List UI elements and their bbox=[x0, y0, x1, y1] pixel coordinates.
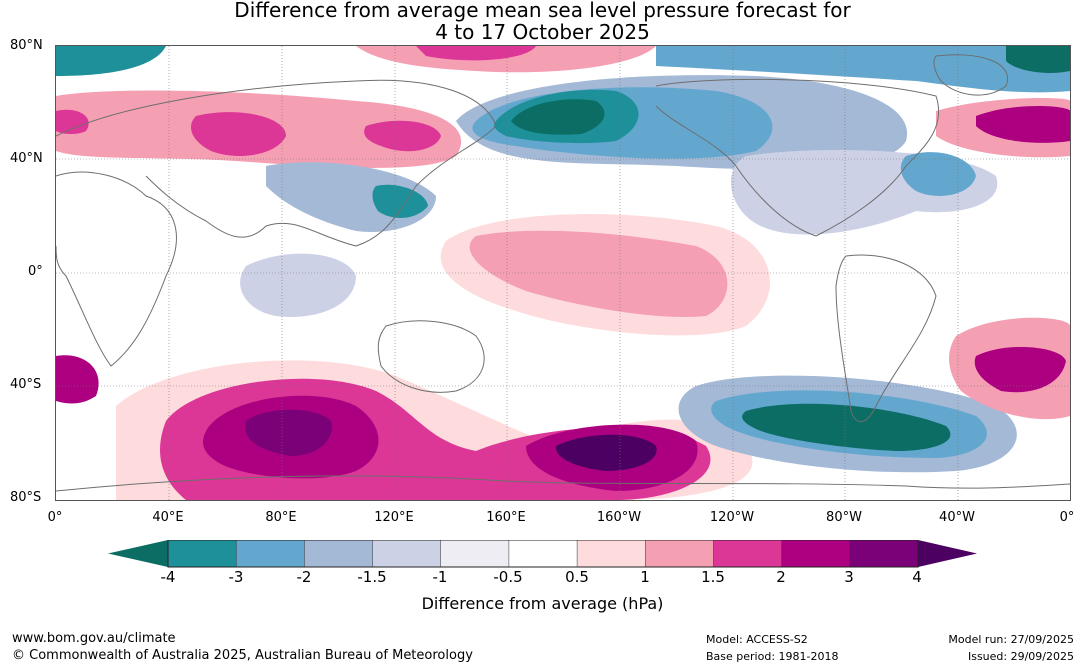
colorbar-tick: -3 bbox=[228, 568, 244, 586]
lon-label-80w: 80°W bbox=[826, 510, 862, 525]
lat-label-80s: 80°S bbox=[10, 490, 42, 505]
colorbar-cell bbox=[167, 540, 237, 568]
lon-label-40w: 40°W bbox=[939, 510, 975, 525]
southern-indian-high-core bbox=[245, 409, 332, 456]
colorbar-cell bbox=[440, 540, 510, 568]
indian-ocean-low bbox=[240, 253, 356, 317]
africa-coast bbox=[56, 171, 177, 367]
map-title-line1: Difference from average mean sea level p… bbox=[234, 0, 851, 22]
colorbar-tick: 1.5 bbox=[701, 568, 725, 586]
east-asia-low-core bbox=[372, 184, 428, 218]
europe-high-core bbox=[56, 109, 89, 135]
colorbar-tick: -1.5 bbox=[357, 568, 387, 586]
colorbar-tick: -1 bbox=[432, 568, 448, 586]
coastlines bbox=[56, 54, 1070, 492]
colorbar-cell bbox=[235, 540, 306, 568]
colorbar-tick: -2 bbox=[296, 568, 312, 586]
base-period: Base period: 1981-2018 bbox=[706, 650, 839, 663]
antarctica-coast bbox=[56, 475, 1070, 492]
colorbar-tick: -4 bbox=[160, 568, 176, 586]
central-asia-high-core bbox=[191, 112, 286, 156]
lon-label-160e: 160°E bbox=[486, 510, 526, 525]
lon-label-0-east: 0° bbox=[1059, 510, 1075, 525]
lon-label-160w: 160°W bbox=[596, 510, 642, 525]
colorbar-max-extend bbox=[918, 540, 977, 567]
north-sea-high-core bbox=[416, 46, 536, 61]
colorbar-tick: 3 bbox=[844, 568, 854, 586]
anomaly-fill-layer bbox=[56, 46, 1070, 500]
colorbar bbox=[108, 540, 977, 568]
west-south-atlantic-high bbox=[56, 355, 99, 404]
graticule bbox=[56, 46, 1070, 500]
north-america-coast bbox=[655, 78, 940, 237]
north-america-low-core bbox=[900, 152, 976, 196]
colorbar-tick: 2 bbox=[776, 568, 786, 586]
lon-label-40e: 40°E bbox=[152, 510, 184, 525]
colorbar-cell bbox=[372, 540, 442, 568]
lon-label-0: 0° bbox=[47, 510, 63, 525]
colorbar-cell bbox=[781, 540, 851, 568]
colorbar-cell bbox=[304, 540, 374, 568]
model-run-date: Model run: 27/09/2025 bbox=[948, 633, 1074, 646]
colorbar-cell bbox=[576, 540, 647, 568]
lon-label-120w: 120°W bbox=[709, 510, 755, 525]
south-america-coast bbox=[835, 254, 937, 423]
colorbar-tick: 1 bbox=[640, 568, 650, 586]
model-name: Model: ACCESS-S2 bbox=[706, 633, 808, 646]
greenland-coast bbox=[933, 54, 1009, 96]
lat-label-40n: 40°N bbox=[10, 151, 43, 166]
map-canvas bbox=[56, 46, 1070, 500]
north-pacific-low-core bbox=[511, 99, 605, 135]
pressure-anomaly-map bbox=[55, 45, 1071, 501]
issued-date: Issued: 29/09/2025 bbox=[967, 650, 1074, 663]
bom-url-link[interactable]: www.bom.gov.au/climate bbox=[12, 631, 176, 646]
colorbar-frame bbox=[167, 540, 919, 568]
drake-passage-low-core bbox=[742, 403, 951, 451]
colorbar-min-extend bbox=[108, 540, 168, 567]
west-arctic-low bbox=[56, 46, 166, 76]
colorbar-cell bbox=[645, 540, 715, 568]
arctic-low-core bbox=[1006, 46, 1070, 73]
colorbar-tick: -0.5 bbox=[493, 568, 523, 586]
copyright-text: © Commonwealth of Australia 2025, Austra… bbox=[12, 648, 473, 663]
arctic-low-band bbox=[656, 46, 1070, 93]
map-title-line2: 4 to 17 October 2025 bbox=[435, 20, 650, 44]
lon-label-120e: 120°E bbox=[374, 510, 414, 525]
south-pacific-high-core bbox=[555, 434, 657, 471]
colorbar-cell bbox=[849, 540, 919, 568]
siberia-high-core bbox=[364, 120, 441, 152]
colorbar-cell bbox=[508, 540, 578, 568]
south-atlantic-high-core bbox=[974, 346, 1066, 393]
lat-label-80n: 80°N bbox=[10, 38, 43, 53]
north-atlantic-high-core bbox=[976, 106, 1070, 143]
colorbar-tick: 4 bbox=[912, 568, 922, 586]
lat-label-equator: 0° bbox=[28, 264, 43, 279]
lat-label-40s: 40°S bbox=[10, 377, 42, 392]
eurasia-coast bbox=[56, 79, 497, 247]
australia-coast bbox=[377, 320, 485, 393]
lon-label-80e: 80°E bbox=[265, 510, 297, 525]
colorbar-label: Difference from average (hPa) bbox=[421, 594, 664, 613]
colorbar-tick: 0.5 bbox=[565, 568, 589, 586]
tropical-pacific-anomaly-core bbox=[469, 230, 728, 317]
colorbar-cell bbox=[713, 540, 783, 568]
